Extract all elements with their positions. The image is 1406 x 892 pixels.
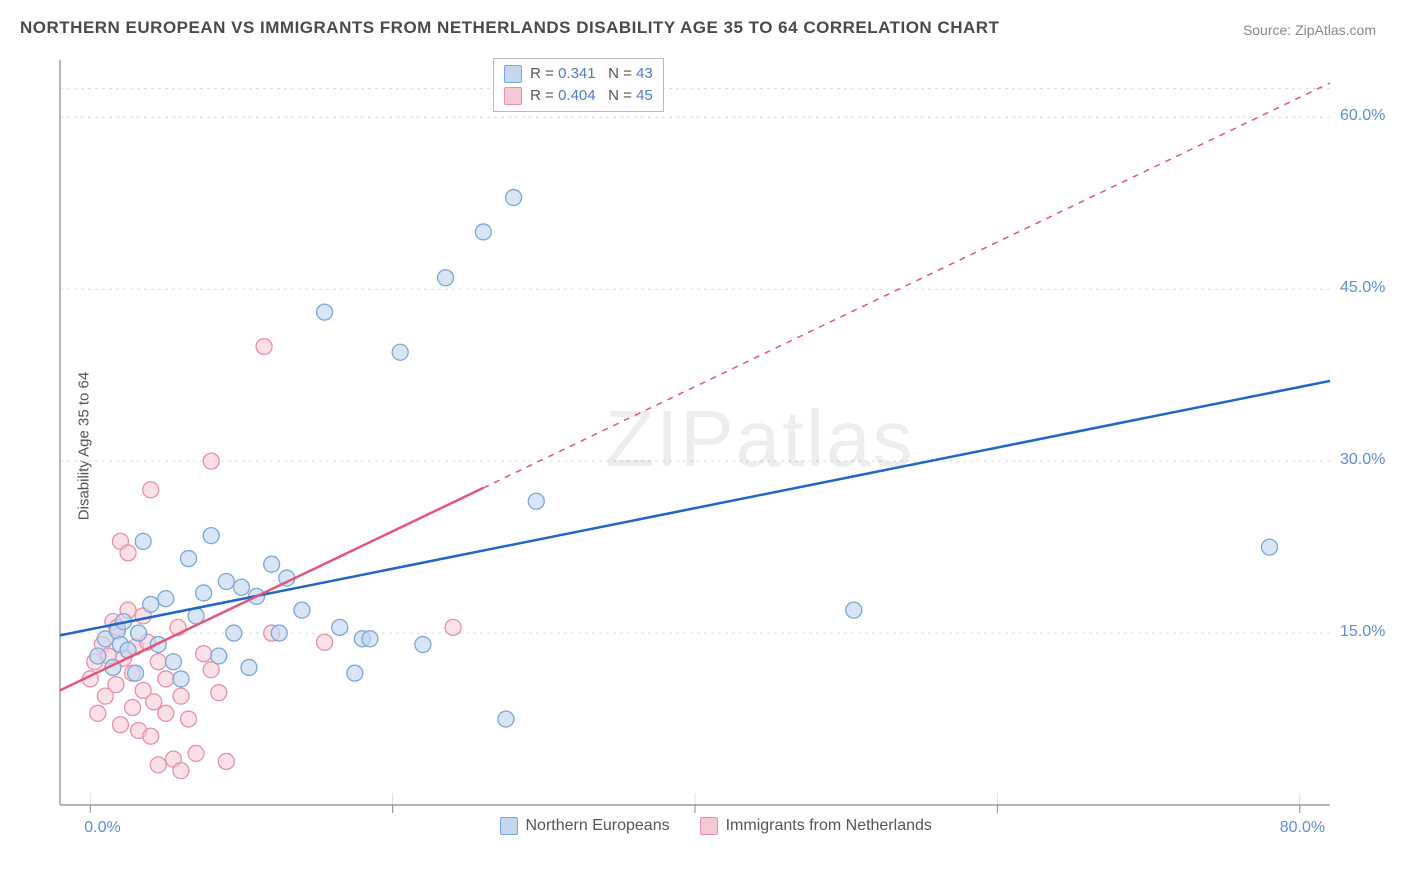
legend-swatch (504, 87, 522, 105)
scatter-plot: ZIPatlas (55, 55, 1385, 845)
legend-stats: R = 0.341 N = 43 (530, 63, 653, 85)
y-tick-label: 30.0% (1340, 451, 1385, 469)
legend-swatch (500, 817, 518, 835)
x-tick-label: 0.0% (84, 819, 120, 837)
svg-text:ZIPatlas: ZIPatlas (605, 394, 914, 483)
x-tick-label: 80.0% (1280, 819, 1325, 837)
correlation-legend: R = 0.341 N = 43R = 0.404 N = 45 (493, 58, 664, 112)
legend-stats: R = 0.404 N = 45 (530, 85, 653, 107)
legend-swatch (700, 817, 718, 835)
source-attribution: Source: ZipAtlas.com (1243, 22, 1376, 38)
legend-series-label: Northern Europeans (526, 817, 670, 835)
legend-swatch (504, 65, 522, 83)
y-tick-label: 15.0% (1340, 623, 1385, 641)
series-legend: Northern Europeans Immigrants from Nether… (500, 817, 932, 835)
legend-series-label: Immigrants from Netherlands (726, 817, 932, 835)
y-tick-label: 45.0% (1340, 279, 1385, 297)
chart-title: NORTHERN EUROPEAN VS IMMIGRANTS FROM NET… (20, 18, 999, 38)
y-tick-label: 60.0% (1340, 107, 1385, 125)
